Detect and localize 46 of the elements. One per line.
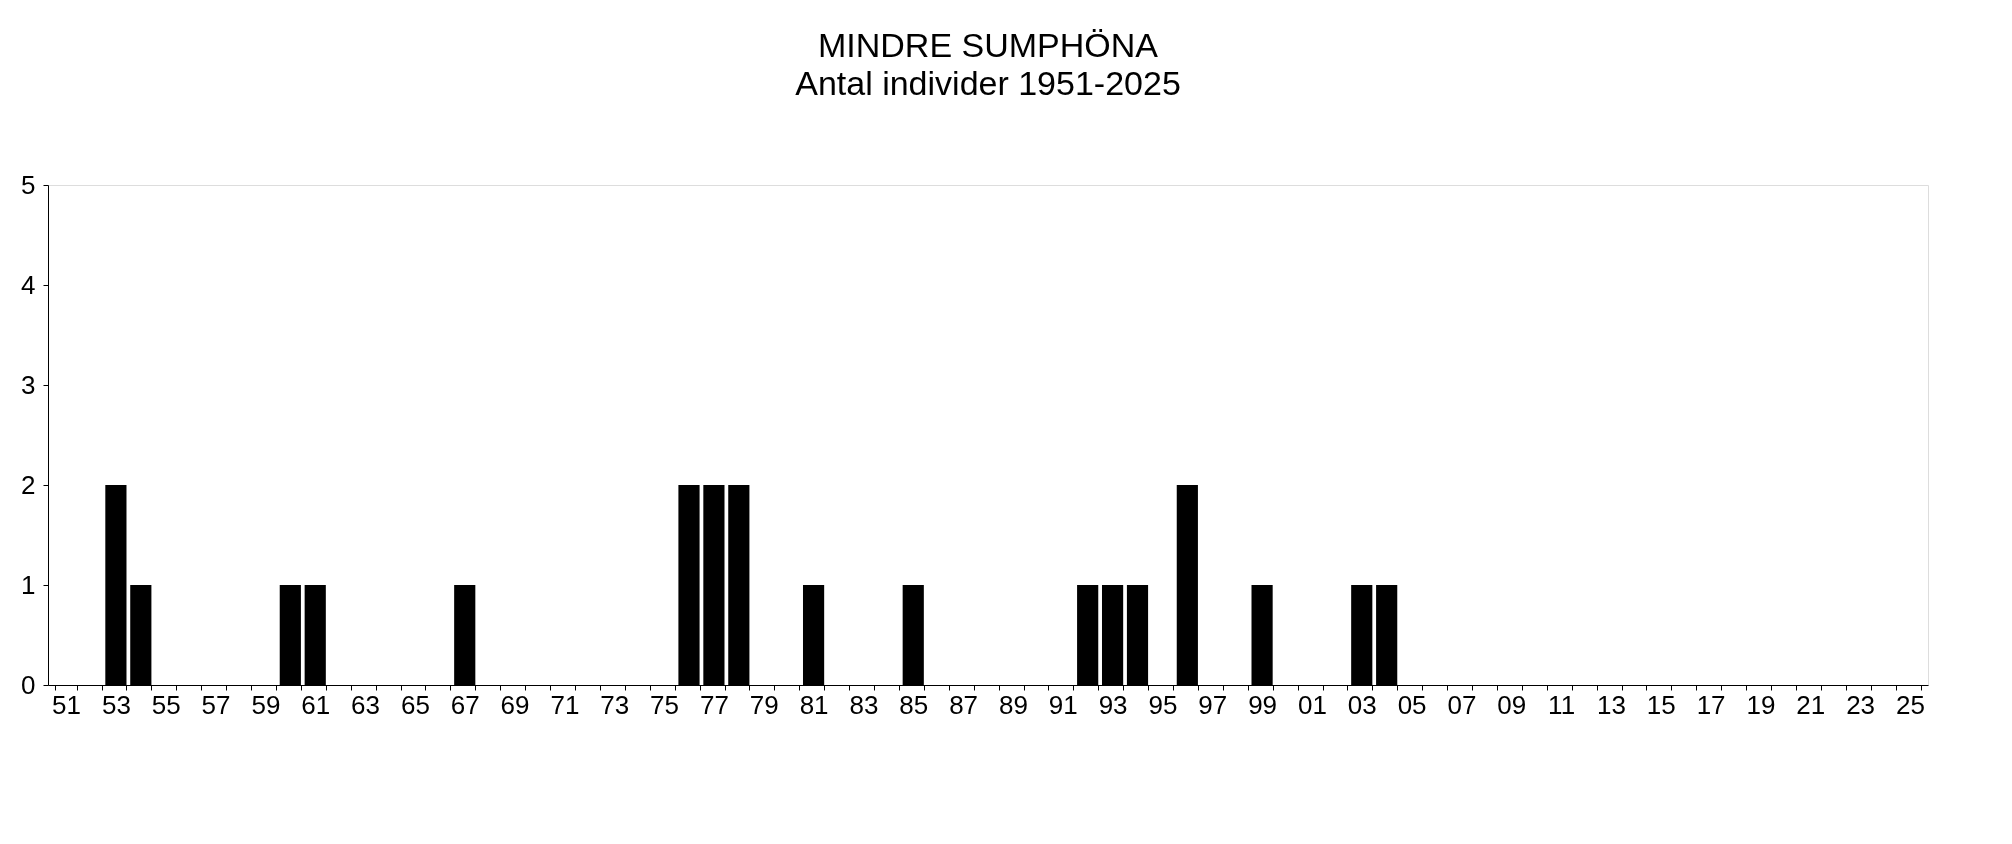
x-tick-label: 09: [1497, 689, 1527, 720]
x-tick-label: 75: [650, 689, 680, 720]
x-tick-label: 13: [1596, 689, 1626, 720]
x-tick-label: 05: [1397, 689, 1427, 720]
chart-subtitle: Antal individer 1951-2025: [795, 64, 1181, 102]
x-tick-label: 51: [52, 689, 82, 720]
x-tick-label: 03: [1347, 689, 1377, 720]
x-tick-label: 95: [1148, 689, 1178, 720]
x-tick-label: 11: [1548, 689, 1576, 720]
y-tick-label: 5: [21, 169, 36, 200]
x-tick-label: 97: [1198, 689, 1228, 720]
x-tick-label: 57: [201, 689, 231, 720]
x-tick-label: 71: [550, 689, 580, 720]
y-tick-label: 0: [21, 669, 36, 700]
x-tick-label: 89: [998, 689, 1028, 720]
x-tick-label: 59: [251, 689, 281, 720]
x-tick-label: 19: [1746, 689, 1776, 720]
x-tick-label: 65: [400, 689, 430, 720]
x-tick-label: 61: [301, 689, 331, 720]
y-tick-label: 1: [21, 569, 36, 600]
x-tick-label: 01: [1297, 689, 1327, 720]
x-tick-label: 83: [849, 689, 879, 720]
x-tick-label: 55: [151, 689, 181, 720]
y-tick-label: 4: [21, 269, 36, 300]
x-tick-label: 73: [600, 689, 630, 720]
x-tick-label: 99: [1248, 689, 1278, 720]
x-tick-label: 63: [351, 689, 381, 720]
chart-title: MINDRE SUMPHÖNA: [817, 26, 1159, 64]
x-tick-label: 77: [699, 689, 729, 720]
x-tick-label: 93: [1098, 689, 1128, 720]
x-tick-label: 87: [949, 689, 979, 720]
x-tick-label: 15: [1646, 689, 1676, 720]
y-tick-label: 2: [21, 469, 36, 500]
x-tick-label: 69: [500, 689, 530, 720]
x-tick-label: 79: [749, 689, 779, 720]
x-tick-label: 85: [899, 689, 929, 720]
y-tick-label: 3: [21, 369, 36, 400]
x-tick-label: 25: [1895, 689, 1925, 720]
x-tick-label: 17: [1696, 689, 1726, 720]
x-tick-label: 21: [1796, 689, 1826, 720]
x-tick-label: 91: [1048, 689, 1078, 720]
x-tick-label: 53: [101, 689, 131, 720]
x-tick-label: 81: [799, 689, 829, 720]
x-tick-label: 07: [1447, 689, 1477, 720]
x-tick-label: 23: [1846, 689, 1876, 720]
x-tick-label: 67: [450, 689, 480, 720]
